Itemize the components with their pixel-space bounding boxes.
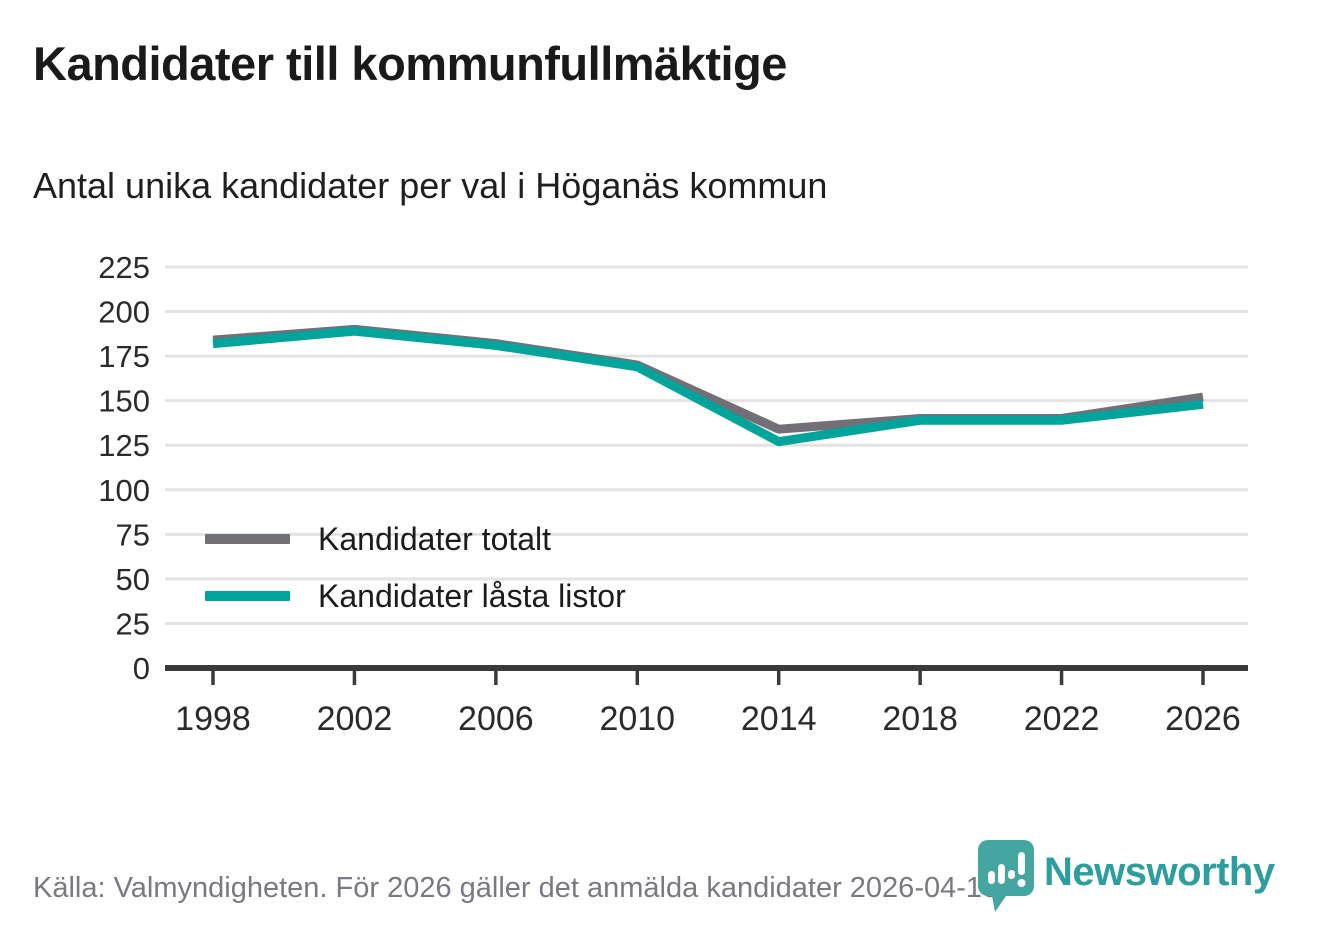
y-axis-tick-label: 50 <box>116 562 150 597</box>
legend-swatch-teal <box>205 591 290 601</box>
x-axis-tick-label: 2006 <box>458 700 534 738</box>
y-axis-tick-label: 25 <box>116 606 150 641</box>
legend-item-totalt: Kandidater totalt <box>205 520 626 557</box>
legend-item-lasta-listor: Kandidater låsta listor <box>205 577 626 614</box>
newsworthy-logo: Newsworthy <box>978 840 1308 930</box>
series-line-lasta-listor <box>212 326 1204 447</box>
source-note: Källa: Valmyndigheten. För 2026 gäller d… <box>33 872 1007 904</box>
y-axis-tick-label: 150 <box>98 384 150 419</box>
y-axis-tick-label: 125 <box>98 428 150 463</box>
chart-legend: Kandidater totalt Kandidater låsta listo… <box>205 520 626 614</box>
x-axis-tick-label: 2014 <box>741 700 817 738</box>
series-line-totalt <box>212 324 1204 434</box>
legend-label-totalt: Kandidater totalt <box>318 520 552 557</box>
x-axis-tick-label: 2010 <box>599 700 675 738</box>
y-axis-tick-label: 100 <box>98 473 150 508</box>
x-axis-tick-label: 2026 <box>1165 700 1241 738</box>
x-axis-tick-label: 2002 <box>317 700 393 738</box>
page-title: Kandidater till kommunfullmäktige <box>33 37 787 90</box>
x-axis-tick-label: 2018 <box>882 700 958 738</box>
x-axis-tick-label: 2022 <box>1024 700 1100 738</box>
newsworthy-wordmark: Newsworthy <box>1044 850 1275 894</box>
y-axis-tick-label: 75 <box>116 517 150 552</box>
x-axis-tick-label: 1998 <box>175 700 251 738</box>
legend-swatch-gray <box>205 534 290 544</box>
newsworthy-pin-barchart-icon <box>978 840 1034 912</box>
y-axis-tick-label: 0 <box>133 651 150 686</box>
y-axis-tick-label: 225 <box>98 250 150 285</box>
y-axis-tick-label: 200 <box>98 295 150 330</box>
line-chart: 0 25 50 75 100 125 150 175 200 225 1998 2002 2006 201… <box>98 250 1248 738</box>
page-subtitle: Antal unika kandidater per val i Höganäs… <box>33 165 828 206</box>
y-axis-tick-label: 175 <box>98 339 150 374</box>
legend-label-lasta-listor: Kandidater låsta listor <box>318 577 626 614</box>
